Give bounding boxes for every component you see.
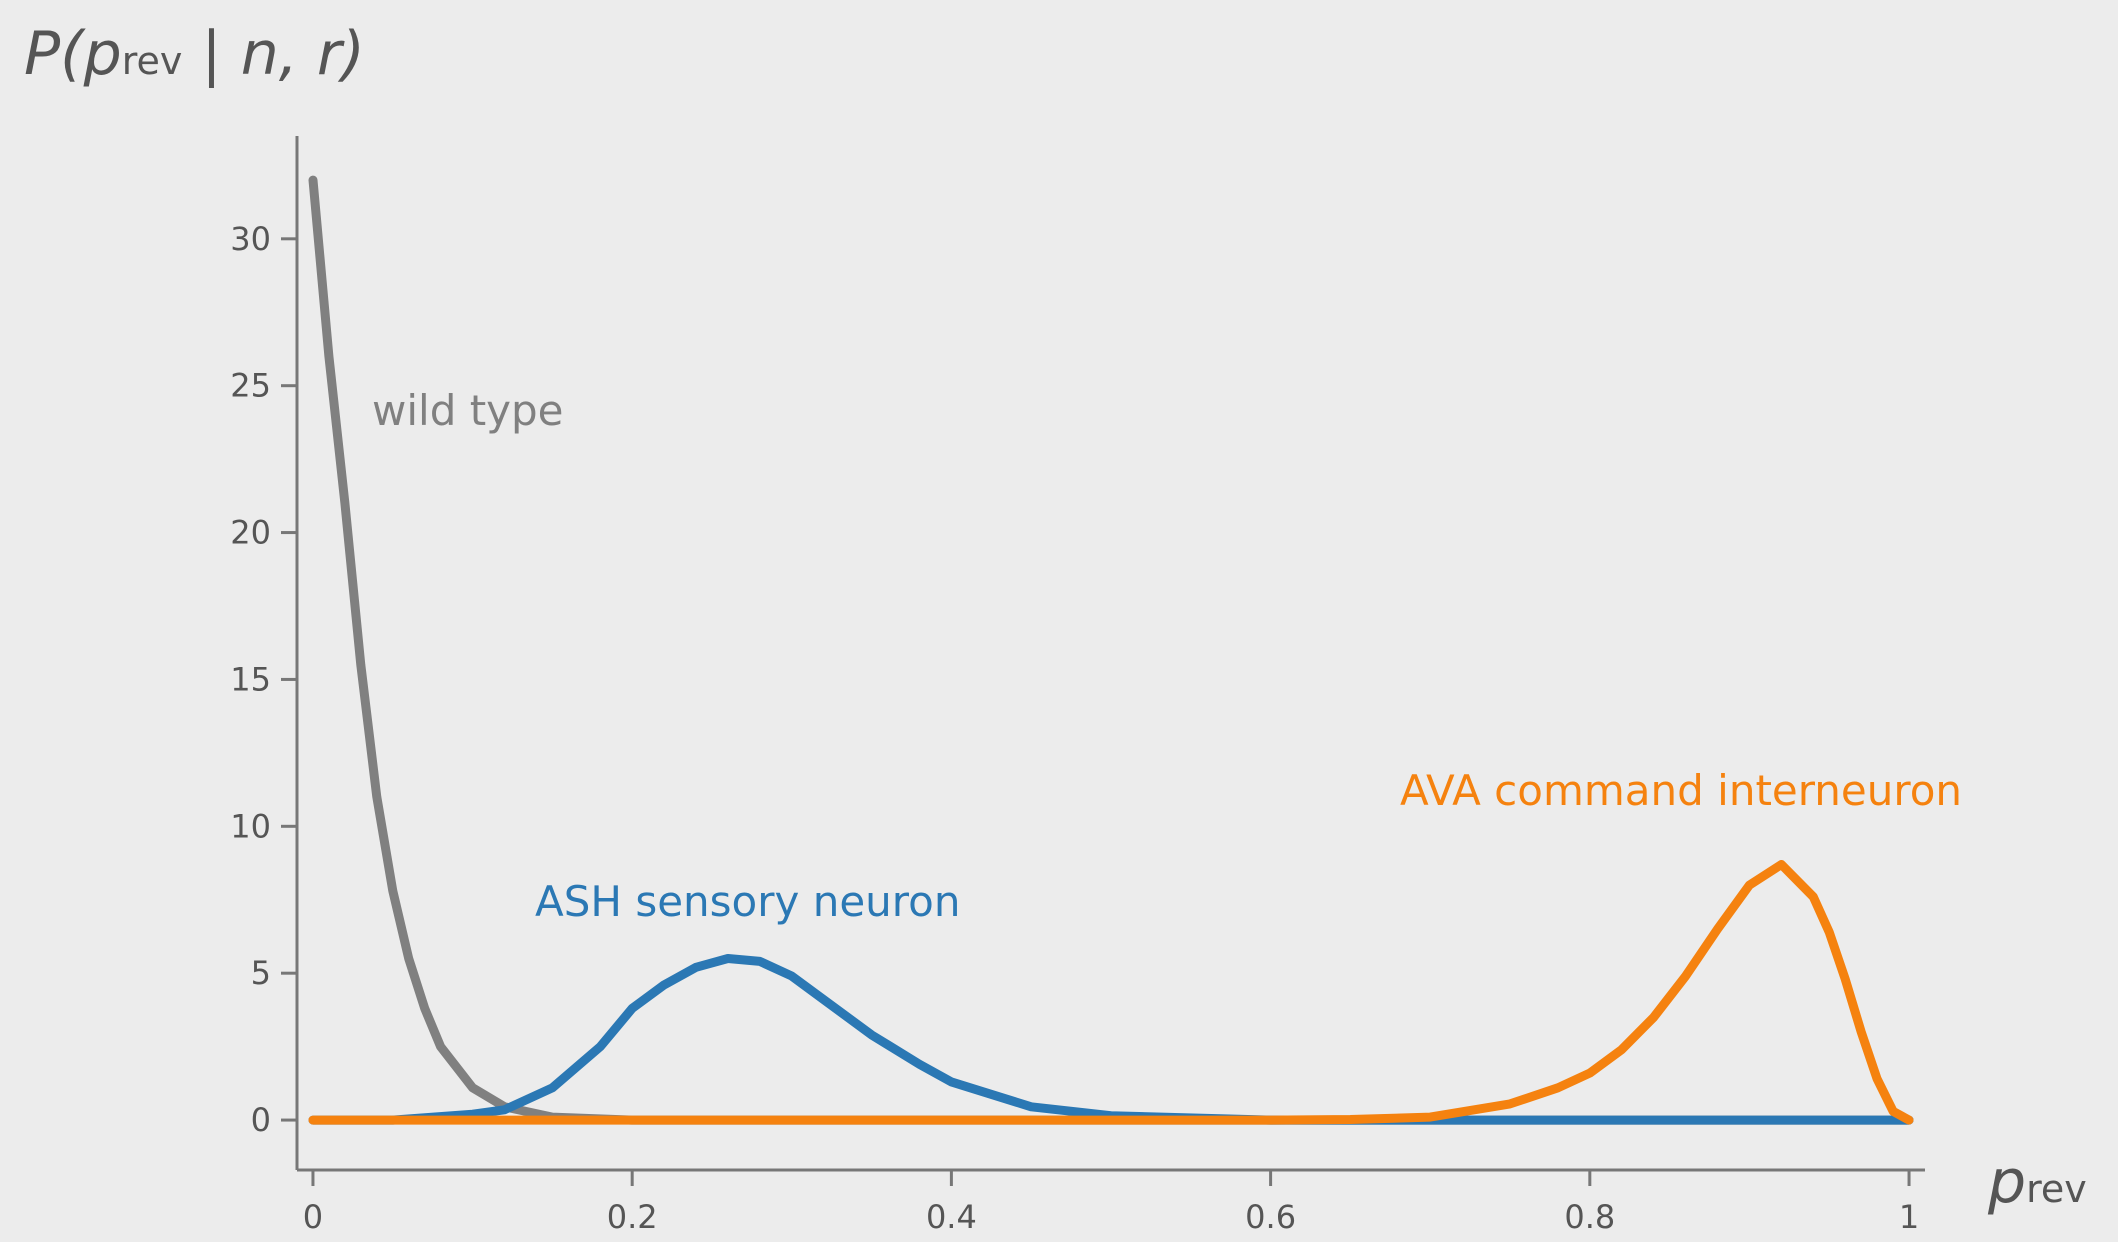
series-line <box>308 175 1914 1125</box>
series-label: AVA command interneuron <box>1400 766 1962 815</box>
x-tick-label: 0 <box>303 1198 323 1236</box>
y-tick-label: 0 <box>251 1101 271 1139</box>
y-tick-label: 25 <box>230 367 271 405</box>
x-title-subscript: rev <box>2026 1167 2087 1211</box>
y-tick-label: 15 <box>230 660 271 698</box>
x-title-part: p <box>1987 1147 2026 1217</box>
x-tick-label: 0.8 <box>1564 1198 1615 1236</box>
series-label: wild type <box>372 386 564 435</box>
y-title-part: | n, r) <box>182 19 365 89</box>
x-tick-label: 1 <box>1899 1198 1919 1236</box>
x-tick-label: 0.4 <box>926 1198 977 1236</box>
y-tick-label: 10 <box>230 807 271 845</box>
series-label: ASH sensory neuron <box>535 877 960 926</box>
x-tick-label: 0.2 <box>607 1198 658 1236</box>
series-line <box>308 860 1914 1125</box>
x-tick-label: 0.6 <box>1245 1198 1296 1236</box>
y-title-part: P(p <box>24 19 122 89</box>
y-axis-title: P(prev | n, r) <box>24 19 365 89</box>
y-title-subscript: rev <box>122 39 183 83</box>
y-tick-label: 5 <box>251 954 271 992</box>
x-axis-title: prev <box>1987 1147 2087 1217</box>
y-tick-label: 30 <box>230 220 271 258</box>
y-tick-label: 20 <box>230 514 271 552</box>
series-line <box>308 954 1914 1125</box>
